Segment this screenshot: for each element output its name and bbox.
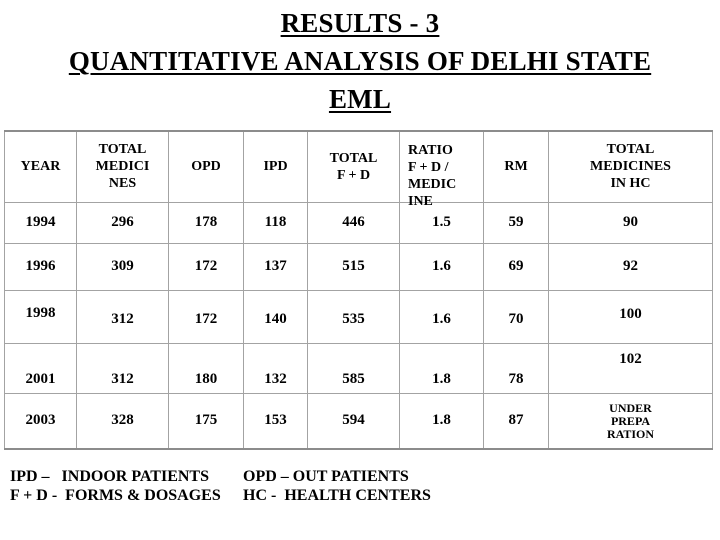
title-results-label: RESULTS - 3 bbox=[280, 8, 440, 38]
ipd-cell: 118 bbox=[243, 201, 308, 244]
ratio-cell: 1.8 bbox=[399, 342, 484, 394]
ratio-cell: 1.8 bbox=[399, 392, 484, 450]
year-cell: 2003 bbox=[4, 392, 77, 450]
legend-fd: F + D - FORMS & DOSAGES bbox=[10, 487, 221, 504]
ipd-cell: 132 bbox=[243, 342, 308, 394]
ratio-cell: 1.6 bbox=[399, 242, 484, 291]
total-hc-cell: 102 bbox=[548, 342, 713, 394]
legend-right-column: OPD – OUT PATIENTS HC - HEALTH CENTERS bbox=[243, 467, 431, 505]
ipd-header: IPD bbox=[243, 130, 308, 203]
rm-cell: 87 bbox=[483, 392, 549, 450]
rm-cell: 69 bbox=[483, 242, 549, 291]
table-row-1998: 1998 312 172 140 535 1.6 70 100 bbox=[4, 289, 713, 344]
total-fd-cell: 446 bbox=[307, 201, 400, 244]
title-line-1: RESULTS - 3 bbox=[0, 4, 720, 42]
total-medicines-cell: 296 bbox=[76, 201, 169, 244]
legend-ipd: IPD – INDOOR PATIENTS bbox=[10, 468, 209, 485]
title-line-2: QUANTITATIVE ANALYSIS OF DELHI STATE bbox=[0, 42, 720, 80]
opd-cell: 175 bbox=[168, 392, 244, 450]
opd-cell: 172 bbox=[168, 242, 244, 291]
table-header-row: YEAR TOTAL MEDICI NES OPD IPD TOTAL F + … bbox=[4, 130, 713, 209]
ipd-cell: 140 bbox=[243, 289, 308, 344]
table-row-2001: 2001 312 180 132 585 1.8 78 102 bbox=[4, 342, 713, 394]
ratio-cell: 1.5 bbox=[399, 201, 484, 244]
year-cell: 2001 bbox=[4, 342, 77, 394]
total-fd-cell: 594 bbox=[307, 392, 400, 450]
legend-opd: OPD – OUT PATIENTS bbox=[243, 468, 409, 485]
year-cell: 1994 bbox=[4, 201, 77, 244]
title-eml-label: EML bbox=[328, 84, 392, 114]
total-fd-header: TOTAL F + D bbox=[307, 130, 400, 203]
year-cell: 1996 bbox=[4, 242, 77, 291]
rm-cell: 78 bbox=[483, 342, 549, 394]
ratio-header-label: RATIO F + D / MEDIC INE bbox=[408, 143, 457, 209]
rm-cell: 59 bbox=[483, 201, 549, 244]
total-medicines-cell: 312 bbox=[76, 289, 169, 344]
total-fd-cell: 515 bbox=[307, 242, 400, 291]
total-fd-cell: 535 bbox=[307, 289, 400, 344]
total-medicines-cell: 328 bbox=[76, 392, 169, 450]
total-hc-cell: UNDER PREPA RATION bbox=[548, 392, 713, 450]
slide-title: RESULTS - 3 QUANTITATIVE ANALYSIS OF DEL… bbox=[0, 4, 720, 118]
total-medicines-cell: 309 bbox=[76, 242, 169, 291]
legend-hc: HC - HEALTH CENTERS bbox=[243, 487, 431, 504]
opd-cell: 180 bbox=[168, 342, 244, 394]
ipd-cell: 137 bbox=[243, 242, 308, 291]
year-header: YEAR bbox=[4, 130, 77, 203]
legend-left-column: IPD – INDOOR PATIENTS F + D - FORMS & DO… bbox=[10, 467, 221, 505]
opd-cell: 178 bbox=[168, 201, 244, 244]
eml-analysis-table: YEAR TOTAL MEDICI NES OPD IPD TOTAL F + … bbox=[4, 130, 713, 450]
year-cell: 1998 bbox=[4, 289, 77, 344]
total-hc-cell: 92 bbox=[548, 242, 713, 291]
opd-cell: 172 bbox=[168, 289, 244, 344]
total-hc-cell: 100 bbox=[548, 289, 713, 344]
total-fd-cell: 585 bbox=[307, 342, 400, 394]
title-line-3: EML bbox=[0, 80, 720, 118]
title-analysis-label: QUANTITATIVE ANALYSIS OF DELHI STATE bbox=[68, 46, 652, 76]
ipd-cell: 153 bbox=[243, 392, 308, 450]
total-hc-cell: 90 bbox=[548, 201, 713, 244]
rm-cell: 70 bbox=[483, 289, 549, 344]
rm-header: RM bbox=[483, 130, 549, 203]
total-medicines-cell: 312 bbox=[76, 342, 169, 394]
total-medicines-header: TOTAL MEDICI NES bbox=[76, 130, 169, 203]
table-row-1996: 1996 309 172 137 515 1.6 69 92 bbox=[4, 242, 713, 291]
ratio-cell: 1.6 bbox=[399, 289, 484, 344]
table-row-2003: 2003 328 175 153 594 1.8 87 UNDER PREPA … bbox=[4, 392, 713, 450]
table-row-1994: 1994 296 178 118 446 1.5 59 90 bbox=[4, 201, 713, 244]
total-medicines-hc-header: TOTAL MEDICINES IN HC bbox=[548, 130, 713, 203]
ratio-header: RATIO F + D / MEDIC INE bbox=[399, 130, 484, 209]
opd-header: OPD bbox=[168, 130, 244, 203]
